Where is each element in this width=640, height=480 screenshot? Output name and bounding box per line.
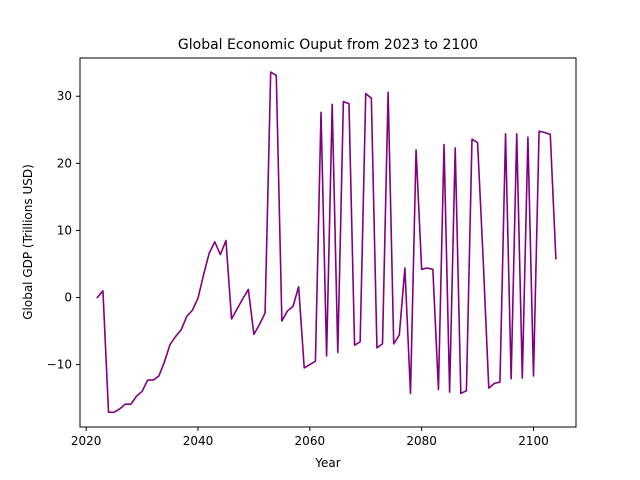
y-tick-label: −10 — [47, 358, 72, 372]
x-tick-label: 2080 — [406, 434, 437, 448]
x-tick-label: 2100 — [518, 434, 549, 448]
x-axis-label: Year — [314, 456, 340, 470]
y-tick-label: 20 — [57, 156, 72, 170]
series-line-0 — [96, 71, 557, 414]
y-tick-label: 30 — [57, 89, 72, 103]
y-axis-label: Global GDP (Trillions USD) — [21, 164, 35, 320]
x-axis: 2020 2040 2060 2080 2100 — [71, 427, 549, 448]
plot-area — [96, 71, 557, 414]
y-tick-label: 0 — [64, 291, 72, 305]
x-tick-label: 2020 — [71, 434, 102, 448]
chart-title: Global Economic Ouput from 2023 to 2100 — [178, 37, 478, 53]
x-tick-label: 2060 — [295, 434, 326, 448]
plot-frame — [79, 57, 577, 428]
x-tick-label: 2040 — [183, 434, 214, 448]
y-axis: −10 0 10 20 30 — [47, 89, 80, 372]
y-tick-label: 10 — [57, 223, 72, 237]
